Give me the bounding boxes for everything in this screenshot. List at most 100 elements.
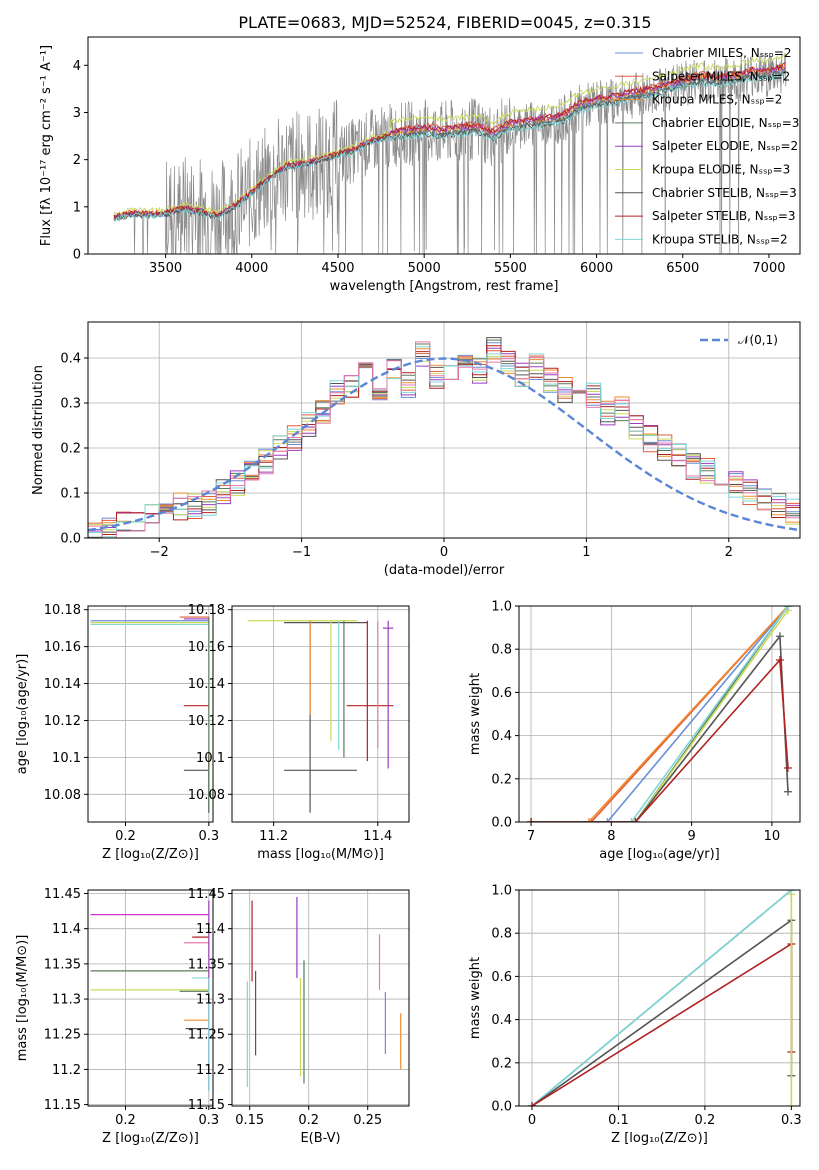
y-tick-label: 0.2 — [60, 442, 81, 457]
legend-entry: Salpeter ELODIE, Nₛₛₚ=2 — [652, 139, 798, 153]
legend-entry: Salpeter MILES, Nₛₛₚ=2 — [652, 69, 790, 83]
x-tick-label: 6500 — [666, 261, 699, 276]
axes-frame — [231, 605, 410, 823]
y-tick-label: 11.35 — [44, 957, 81, 972]
y-tick-label: 0 — [73, 248, 81, 263]
plus-marker — [584, 818, 593, 822]
y-tick-label: 0.8 — [491, 927, 512, 942]
x-tick-label: 0.3 — [781, 1113, 802, 1128]
y-tick-label: 0.4 — [491, 1013, 512, 1028]
plus-marker — [787, 1102, 796, 1106]
legend-entry: Chabrier ELODIE, Nₛₛₚ=3 — [652, 116, 799, 130]
plus-marker — [527, 1102, 536, 1106]
gaussian-curve — [88, 357, 800, 532]
plus-marker — [775, 632, 784, 641]
y-tick-label: 10.1 — [196, 751, 225, 766]
y-tick-label: 11.2 — [52, 1063, 81, 1078]
y-tick-label: 0.0 — [491, 1100, 512, 1115]
plot-area — [519, 606, 800, 822]
legend-entry: Kroupa ELODIE, Nₛₛₚ=3 — [652, 163, 790, 177]
y-axis-label: Normed distribution — [31, 365, 46, 495]
plot-area — [113, 52, 787, 254]
y-axis-label: Flux [fλ 10⁻¹⁷ erg cm⁻² s⁻¹ A⁻¹] — [39, 45, 54, 246]
x-tick-label: 4500 — [321, 261, 354, 276]
y-tick-label: 0.4 — [491, 729, 512, 744]
axes-frame — [518, 889, 801, 1107]
plus-marker — [627, 818, 636, 822]
x-tick-label: 0 — [440, 545, 448, 560]
y-tick-label: 4 — [73, 59, 81, 74]
mass-weight-line — [531, 942, 793, 1106]
x-tick-label: 0.2 — [695, 1113, 716, 1128]
plus-marker — [775, 656, 784, 664]
y-tick-label: 10.08 — [188, 788, 225, 803]
y-tick-label: 10.18 — [44, 603, 81, 618]
x-tick-label: 0.2 — [115, 1113, 136, 1128]
y-tick-label: 11.4 — [196, 922, 225, 937]
plot-area — [88, 606, 213, 822]
x-tick-label: 7 — [527, 829, 535, 844]
y-tick-label: 11.45 — [44, 887, 81, 902]
mass-weight-line — [531, 890, 792, 1106]
legend-entry: Chabrier STELIB, Nₛₛₚ=3 — [652, 186, 797, 200]
y-tick-label: 11.45 — [188, 887, 225, 902]
x-tick-label: 11.2 — [259, 829, 288, 844]
x-tick-label: 10 — [764, 829, 781, 844]
mass-weight-line — [531, 606, 789, 822]
axes-frame — [87, 36, 801, 255]
y-tick-label: 0.4 — [60, 352, 81, 367]
y-tick-label: 11.15 — [188, 1098, 225, 1113]
x-axis-label: Z [log₁₀(Z/Z⊙)] — [102, 1131, 199, 1146]
mass-weight-line — [531, 918, 793, 1106]
histogram-step — [88, 346, 800, 538]
y-axis-label: mass weight — [468, 673, 483, 755]
x-axis-label: mass [log₁₀(M/M⊙)] — [257, 847, 384, 862]
panel-mass_vs_Z: 0.2 0.3 11.15 11.2 11.25 11.3 11.35 11.4 11.45 Z … — [15, 887, 219, 1146]
y-tick-label: 0.1 — [60, 487, 81, 502]
x-tick-label: 3500 — [149, 261, 182, 276]
figure-title: PLATE=0683, MJD=52524, FIBERID=0045, z=0… — [238, 13, 651, 32]
plot-area — [519, 890, 800, 1106]
x-tick-label: 8 — [607, 829, 615, 844]
plot-area — [232, 890, 409, 1106]
mass-weight-line — [531, 606, 789, 822]
y-tick-label: 10.16 — [44, 640, 81, 655]
x-tick-label: 0.1 — [608, 1113, 629, 1128]
y-tick-label: 0.0 — [60, 532, 81, 547]
plus-marker — [787, 890, 796, 899]
y-tick-label: 11.25 — [44, 1028, 81, 1043]
x-tick-label: 0.25 — [353, 1113, 382, 1128]
y-tick-label: 11.3 — [196, 993, 225, 1008]
y-tick-label: 0.2 — [491, 1056, 512, 1071]
legend-entry: Chabrier MILES, Nₛₛₚ=2 — [652, 46, 792, 60]
y-tick-label: 3 — [73, 106, 81, 121]
x-tick-label: 0.3 — [198, 829, 219, 844]
plot-area — [88, 890, 213, 1106]
y-tick-label: 10.12 — [44, 714, 81, 729]
histogram-step — [88, 345, 800, 538]
panel-age_vs_mass: 11.2 11.4 10.08 10.1 10.12 10.14 10.16 10.18 mas… — [188, 603, 410, 862]
plus-marker — [631, 818, 640, 822]
y-tick-label: 10.14 — [44, 677, 81, 692]
y-tick-label: 0.0 — [491, 816, 512, 831]
mass-weight-line — [531, 606, 789, 822]
x-tick-label: 7000 — [752, 261, 785, 276]
y-tick-label: 0.6 — [491, 970, 512, 985]
plus-marker — [783, 606, 792, 610]
x-axis-label: age [log₁₀(age/yr)] — [599, 847, 720, 862]
x-tick-label: −2 — [150, 545, 169, 560]
plus-marker — [783, 787, 792, 796]
y-tick-label: 11.2 — [196, 1063, 225, 1078]
legend-entry: Salpeter STELIB, Nₛₛₚ=3 — [652, 209, 796, 223]
x-axis-label: Z [log₁₀(Z/Z⊙)] — [102, 847, 199, 862]
legend-entry: 𝒩(0,1) — [738, 333, 778, 347]
x-tick-label: 11.4 — [363, 829, 392, 844]
axes-frame — [87, 605, 214, 823]
x-axis-label: wavelength [Angstrom, rest frame] — [330, 279, 559, 294]
axes-frame — [87, 889, 214, 1107]
y-tick-label: 10.14 — [188, 677, 225, 692]
y-tick-label: 0.3 — [60, 397, 81, 412]
y-tick-label: 11.15 — [44, 1098, 81, 1113]
y-tick-label: 2 — [73, 153, 81, 168]
y-tick-label: 1 — [73, 200, 81, 215]
